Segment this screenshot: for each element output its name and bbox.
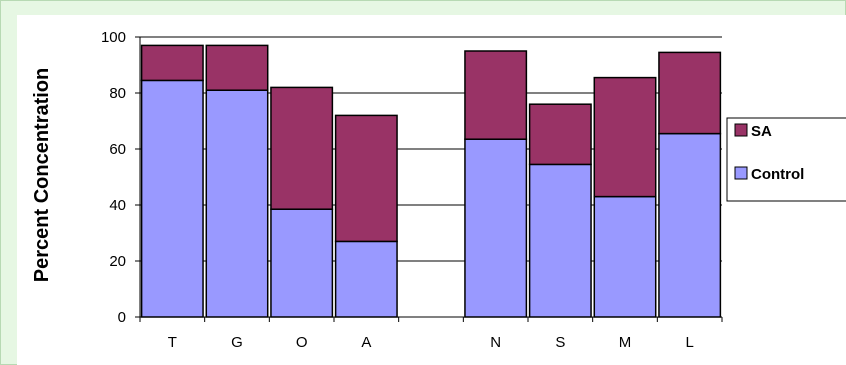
x-tick-label: T (168, 334, 177, 351)
bar-sa-l (658, 51, 722, 135)
bar-control-m (593, 195, 657, 318)
x-tick-label: G (231, 334, 243, 351)
bar-control-l (658, 132, 722, 318)
bar-sa-o (270, 86, 334, 210)
bar-sa-a (334, 114, 398, 243)
x-tick-label: N (490, 334, 501, 351)
y-tick-label: 20 (109, 253, 126, 270)
y-tick-label: 0 (118, 309, 126, 326)
bar-control-a (334, 240, 398, 318)
y-axis-label: Percent Concentration (31, 68, 53, 282)
bar-control-n (464, 138, 528, 318)
y-tick-label: 100 (101, 29, 126, 46)
x-tick-label: O (296, 334, 308, 351)
bar-sa-m (593, 76, 657, 198)
axes (135, 36, 723, 322)
bars (140, 44, 722, 318)
y-tick-labels: 0 20 40 60 80 100 (101, 29, 126, 326)
bar-control-s (528, 163, 592, 318)
x-tick-label: A (361, 334, 371, 351)
bar-sa-s (528, 103, 592, 166)
bar-control-t (140, 79, 204, 318)
y-tick-label: 80 (109, 85, 126, 102)
x-tick-label: M (619, 334, 632, 351)
y-tick-label: 60 (109, 141, 126, 158)
bar-sa-g (205, 44, 269, 91)
legend: SA Control (726, 117, 846, 202)
bar-control-o (270, 208, 334, 318)
legend-label-control: Control (751, 166, 804, 183)
y-tick-label: 40 (109, 197, 126, 214)
legend-label-sa: SA (751, 123, 772, 140)
legend-swatch-control (734, 166, 748, 180)
bar-control-g (205, 89, 269, 318)
legend-swatch-sa (734, 123, 748, 137)
bar-sa-n (464, 50, 528, 140)
bar-sa-t (140, 44, 204, 82)
x-tick-label: S (555, 334, 565, 351)
x-tick-label: L (685, 334, 693, 351)
